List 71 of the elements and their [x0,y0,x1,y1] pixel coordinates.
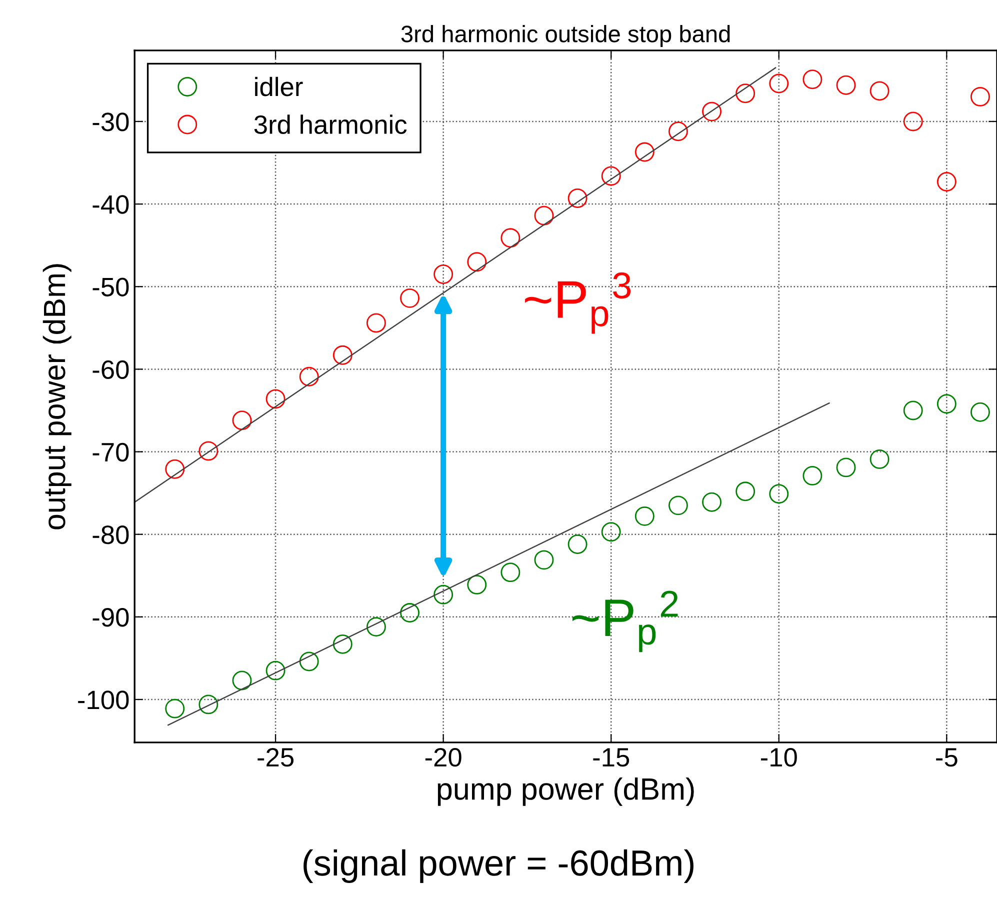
point [400,603,420,623]
point [936,172,956,192]
point [870,81,890,101]
y-tick-label: -100 [78,690,129,710]
point [769,484,789,504]
point [936,394,956,414]
point [232,410,252,430]
point [668,122,688,142]
point [366,313,386,333]
point [198,694,218,714]
point [299,652,319,672]
x-tick-label: -15 [593,748,630,767]
y-axis-title: output power (dBm) [42,264,72,530]
x-tick-label: -20 [425,748,462,767]
y-tick-label: -30 [92,112,129,132]
y-tick-label: -70 [92,442,129,462]
y-tick-label: -60 [92,360,129,380]
point [634,506,654,526]
point [366,617,386,637]
legend-label: 3rd harmonic [254,114,407,134]
point [266,660,286,680]
legend-label: idler [255,76,303,96]
point [568,534,588,554]
point [266,389,286,409]
point [802,70,822,90]
y-tick-label: -40 [92,195,129,214]
point [299,366,319,386]
point [970,86,990,106]
point [736,84,756,104]
point [467,252,487,272]
point [198,441,218,461]
point [165,698,185,718]
point [903,400,923,420]
point [736,482,756,502]
x-tick-label: -5 [936,748,958,767]
point [601,166,621,186]
point [500,228,520,248]
point [702,492,722,512]
annotation: ~P$_{p}$$^{2}$ [572,590,678,652]
point [434,264,454,284]
point [232,670,252,690]
point [332,345,352,365]
point [836,458,856,478]
point [467,574,487,594]
point [702,102,722,122]
x-axis-title: pump power (dBm) [438,777,694,806]
point [434,584,454,604]
text: (signal power = -60dBm) [304,849,694,883]
x-tick-label: -25 [258,748,294,767]
annotation: ~P$_{p}$$^{3}$ [525,272,631,334]
point [400,288,420,308]
chart-title: 3rd harmonic outside stop band [401,25,730,48]
point [836,75,856,95]
point [634,142,654,162]
point [802,466,822,486]
point [903,112,923,132]
point [601,522,621,542]
y-tick-label: -80 [92,525,129,544]
point [870,449,890,469]
y-tick-label: -90 [92,608,129,627]
point [500,562,520,582]
point [970,402,990,422]
point [332,634,352,654]
point [769,74,789,94]
point [534,550,554,570]
point [568,188,588,208]
point [668,496,688,516]
y-tick-label: -50 [92,278,129,296]
x-tick-label: -10 [760,748,797,767]
point [534,206,554,226]
point [165,459,185,479]
